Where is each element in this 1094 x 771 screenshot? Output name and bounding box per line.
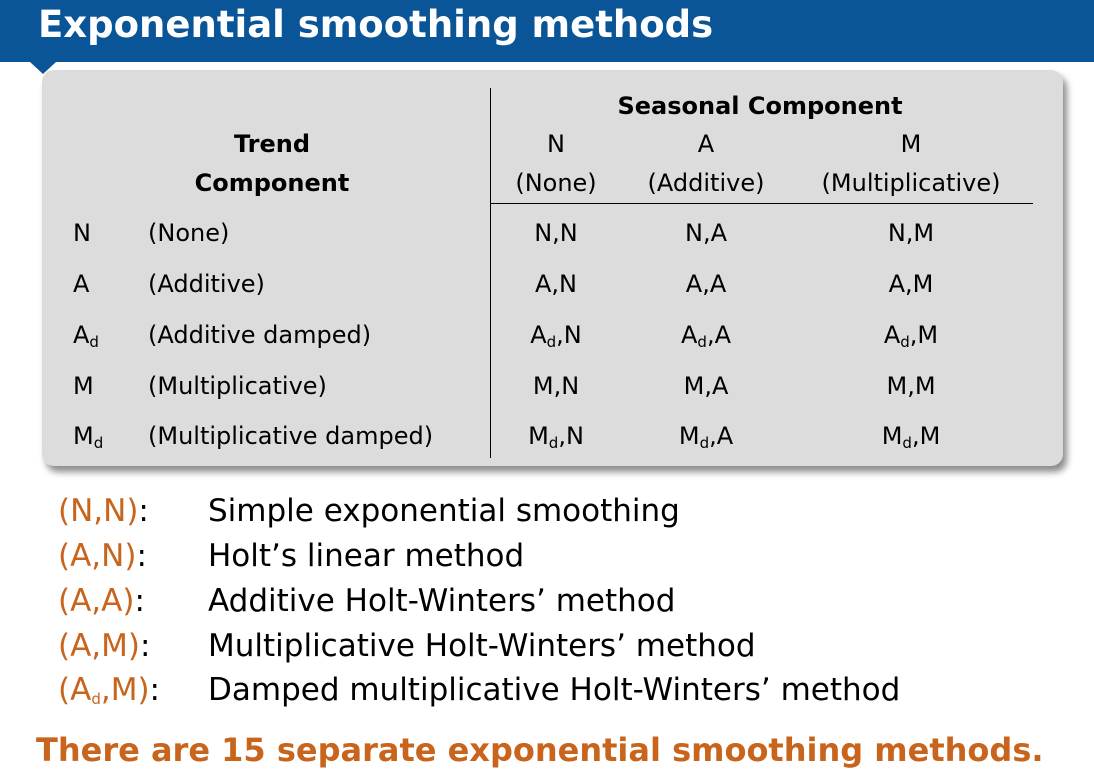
seasonal-component-header: Seasonal Component — [617, 92, 903, 120]
method-cell: A,M — [888, 270, 934, 298]
method-cell: M,A — [683, 372, 729, 400]
trend-code: N — [73, 219, 91, 247]
method-cell: A,N — [534, 270, 577, 298]
method-cell: Ad,M — [883, 321, 939, 351]
method-cell: Ad,A — [681, 321, 731, 351]
footer-statement: There are 15 separate exponential smooth… — [36, 731, 1044, 769]
seasonal-col-label: (Additive) — [647, 169, 765, 197]
title-bar: Exponential smoothing methods — [0, 0, 1094, 62]
method-cell: A,A — [685, 270, 727, 298]
seasonal-col-label: (None) — [515, 169, 597, 197]
legend-description: Additive Holt-Winters’ method — [208, 583, 676, 619]
trend-component-header-line2: Component — [194, 169, 350, 197]
trend-code: Ad — [73, 321, 99, 351]
method-cell: N,A — [685, 219, 727, 247]
trend-label: (None) — [148, 219, 230, 247]
legend-key: (A,M): — [58, 628, 151, 664]
trend-code: Md — [73, 422, 104, 452]
trend-component-header-line1: Trend — [233, 130, 311, 158]
legend-key: (N,N): — [58, 493, 149, 529]
legend-key: (A,N): — [58, 538, 147, 574]
legend-description: Simple exponential smoothing — [208, 493, 680, 529]
trend-label: (Additive damped) — [148, 321, 372, 349]
page-title: Exponential smoothing methods — [38, 3, 714, 46]
trend-label: (Additive) — [148, 270, 265, 298]
table-vertical-divider — [490, 88, 491, 458]
taxonomy-table-panel — [42, 70, 1063, 466]
method-cell: Ad,N — [530, 321, 582, 351]
seasonal-col-label: (Multiplicative) — [821, 169, 1001, 197]
trend-label: (Multiplicative) — [148, 372, 327, 400]
legend-key: (A,A): — [58, 583, 145, 619]
seasonal-col-code: A — [697, 130, 715, 158]
legend-description: Multiplicative Holt-Winters’ method — [208, 628, 756, 664]
legend-description: Damped multiplicative Holt-Winters’ meth… — [208, 672, 901, 708]
method-cell: Md,A — [678, 422, 734, 452]
legend-key: (Ad,M): — [58, 672, 160, 708]
method-cell: Md,N — [528, 422, 584, 452]
method-cell: M,N — [532, 372, 580, 400]
method-cell: M,M — [886, 372, 936, 400]
legend-description: Holt’s linear method — [208, 538, 525, 574]
method-cell: N,N — [534, 219, 578, 247]
trend-label: (Multiplicative damped) — [148, 422, 434, 450]
trend-code: M — [73, 372, 94, 400]
method-cell: Md,M — [881, 422, 941, 452]
trend-code: A — [73, 270, 90, 298]
table-horizontal-divider — [491, 203, 1033, 204]
method-cell: N,M — [887, 219, 935, 247]
seasonal-col-code: M — [900, 130, 922, 158]
seasonal-col-code: N — [547, 130, 565, 158]
